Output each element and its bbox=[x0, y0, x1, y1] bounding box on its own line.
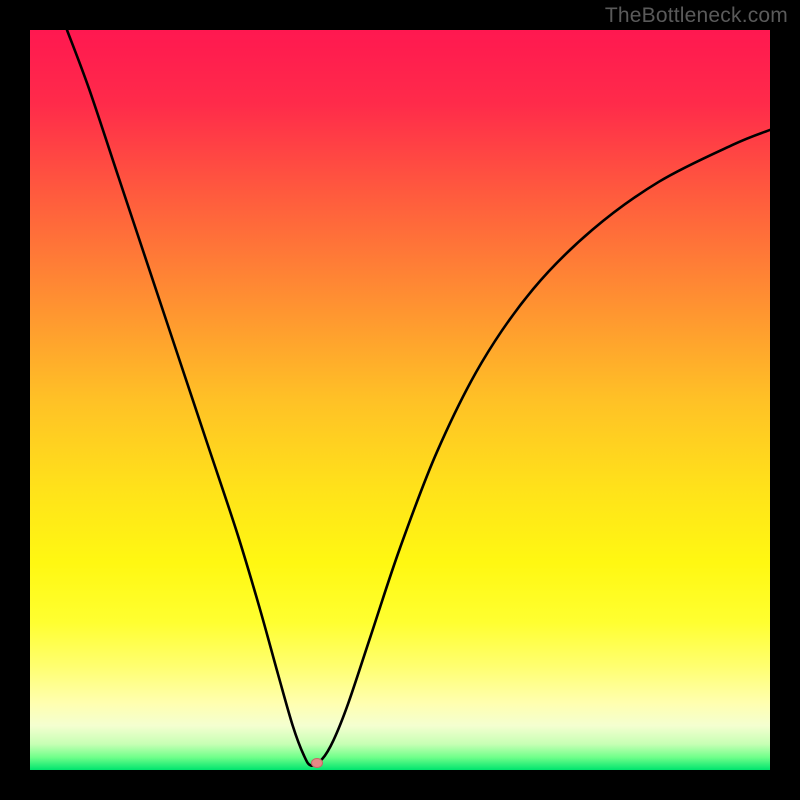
plot-area bbox=[30, 30, 770, 770]
watermark-text: TheBottleneck.com bbox=[605, 4, 788, 28]
curve-path bbox=[67, 30, 770, 766]
bottleneck-curve bbox=[30, 30, 770, 770]
chart-frame: TheBottleneck.com bbox=[0, 0, 800, 800]
